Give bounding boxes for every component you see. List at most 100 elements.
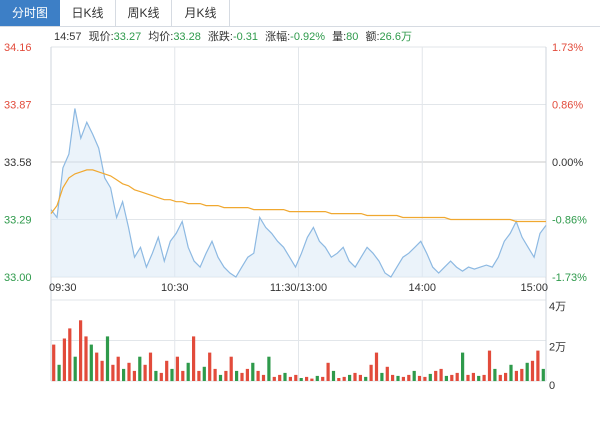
volume-bar xyxy=(455,372,459,381)
info-amount-label: 额: xyxy=(365,31,380,43)
volume-bar xyxy=(407,374,411,381)
volume-bar xyxy=(213,368,217,382)
volume-bar xyxy=(353,372,357,381)
volume-bar xyxy=(240,372,244,381)
volume-tick-label: 0 xyxy=(549,380,555,392)
volume-bar xyxy=(391,374,395,381)
info-time: 14:57 xyxy=(54,31,82,43)
tab-daily-k[interactable]: 日K线 xyxy=(60,0,116,26)
volume-bar xyxy=(509,364,513,381)
volume-bar xyxy=(132,370,136,381)
info-vol-label: 量: xyxy=(332,31,347,43)
volume-bar xyxy=(245,368,249,382)
tab-intraday[interactable]: 分时图 xyxy=(0,0,60,26)
volume-bar xyxy=(487,350,492,381)
x-tick-label: 11:30/13:00 xyxy=(270,282,327,294)
x-tick-label: 09:30 xyxy=(49,282,77,294)
volume-bar xyxy=(197,370,201,381)
y-tick-label-left: 34.16 xyxy=(4,42,32,54)
y-tick-label-left: 33.00 xyxy=(4,272,32,284)
volume-bar xyxy=(358,374,362,381)
volume-bar xyxy=(116,356,120,381)
volume-bar xyxy=(95,352,99,381)
volume-bar xyxy=(202,366,206,381)
info-price: 33.27 xyxy=(113,31,142,43)
volume-bar xyxy=(348,374,352,381)
x-tick-label: 15:00 xyxy=(520,282,548,294)
volume-bar xyxy=(111,364,115,381)
volume-bar xyxy=(525,362,529,381)
y-tick-label-left: 33.87 xyxy=(4,100,32,112)
volume-bar xyxy=(175,356,179,381)
volume-bar xyxy=(337,378,341,381)
volume-bar xyxy=(310,378,314,381)
volume-bar xyxy=(294,374,298,381)
volume-bar xyxy=(342,376,346,381)
volume-bar xyxy=(79,320,83,382)
volume-bar xyxy=(283,372,287,381)
volume-bar xyxy=(100,360,104,382)
volume-bar xyxy=(148,352,153,381)
tab-monthly-k[interactable]: 月K线 xyxy=(172,0,230,26)
info-avg: 33.28 xyxy=(173,31,201,43)
volume-bar xyxy=(461,352,465,381)
volume-bar xyxy=(143,364,147,381)
info-amount: 26.6万 xyxy=(379,31,412,43)
volume-bar xyxy=(536,350,540,381)
volume-bar xyxy=(122,368,126,382)
volume-bar xyxy=(385,366,389,381)
price-line xyxy=(50,108,547,278)
volume-bar xyxy=(84,336,88,381)
volume-bar xyxy=(412,370,416,381)
volume-bar xyxy=(514,370,518,381)
volume-bar xyxy=(315,375,319,381)
volume-bar xyxy=(154,370,158,381)
volume-bar xyxy=(428,373,432,381)
volume-bar xyxy=(105,336,110,381)
tab-weekly-k[interactable]: 周K线 xyxy=(116,0,172,26)
volume-bar xyxy=(439,368,443,382)
volume-bar xyxy=(477,375,481,381)
volume-bar xyxy=(57,364,61,381)
volume-bar xyxy=(267,356,271,381)
volume-bar xyxy=(380,372,384,381)
volume-bar xyxy=(181,370,185,381)
volume-bar xyxy=(498,374,502,381)
info-vol: 80 xyxy=(346,31,359,43)
volume-bar xyxy=(374,352,379,381)
volume-tick-label: 2万 xyxy=(549,342,566,354)
volume-bar xyxy=(256,370,260,381)
volume-bar xyxy=(299,378,303,381)
volume-bar xyxy=(493,368,497,382)
volume-bar xyxy=(138,356,142,381)
chart-tabs: 分时图 日K线 周K线 月K线 xyxy=(0,0,600,27)
price-area-fill xyxy=(51,108,546,277)
volume-bar xyxy=(466,374,470,381)
y-tick-label-right: 0.86% xyxy=(552,100,583,112)
volume-bar xyxy=(541,368,545,382)
volume-bar xyxy=(235,370,239,381)
info-change: -0.31 xyxy=(232,31,259,43)
volume-bar xyxy=(186,362,190,381)
x-tick-label: 10:30 xyxy=(161,282,189,294)
info-change-label: 涨跌: xyxy=(207,31,233,43)
volume-bar xyxy=(229,356,233,381)
y-tick-label-left: 33.29 xyxy=(4,215,32,227)
volume-bar xyxy=(208,352,212,381)
volume-bar xyxy=(62,338,66,381)
volume-bar xyxy=(165,360,169,382)
volume-bar xyxy=(68,328,72,381)
x-tick-label: 14:00 xyxy=(408,282,436,294)
y-tick-label-right: -1.73% xyxy=(552,272,587,284)
y-tick-label-right: -0.86% xyxy=(552,215,587,227)
volume-bar xyxy=(434,370,438,381)
volume-bar xyxy=(89,344,93,382)
volume-bar xyxy=(251,362,255,381)
volume-bar xyxy=(159,372,163,381)
quote-info-bar: 14:57 现价:33.27 均价:33.28 涨跌:-0.31 涨幅:-0.9… xyxy=(54,28,412,44)
volume-bar xyxy=(331,370,336,381)
info-price-label: 现价: xyxy=(88,31,114,43)
volume-bar xyxy=(471,372,475,381)
volume-bar xyxy=(326,362,330,381)
